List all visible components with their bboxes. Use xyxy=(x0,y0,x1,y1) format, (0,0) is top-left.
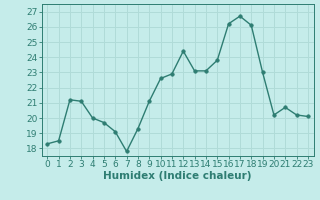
X-axis label: Humidex (Indice chaleur): Humidex (Indice chaleur) xyxy=(103,171,252,181)
